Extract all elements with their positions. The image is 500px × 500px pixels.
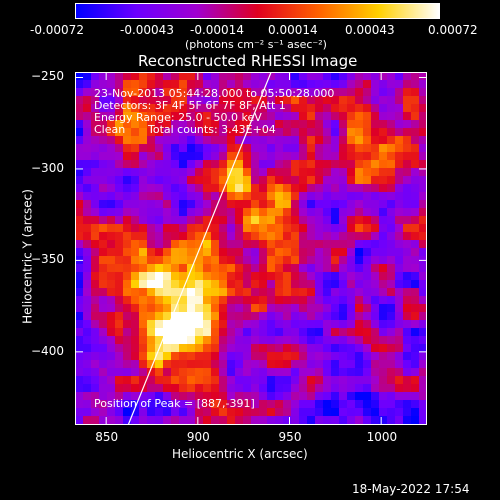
total-counts-text: Total counts: 3.43E+04 xyxy=(148,123,276,136)
colorbar-tick: -0.00043 xyxy=(120,23,174,37)
colorbar-tick: -0.00014 xyxy=(190,23,244,37)
colorbar xyxy=(75,3,440,19)
energy-range-text: Energy Range: 25.0 - 50.0 keV xyxy=(94,111,262,124)
clean-text: Clean xyxy=(94,123,126,136)
x-tick-label: 850 xyxy=(95,430,119,444)
y-axis-ticks xyxy=(75,76,427,353)
peak-position-text: Position of Peak = [887,-391] xyxy=(94,397,255,410)
rhessi-image-plot: 23-Nov-2013 05:44:28.000 to 05:50:28.000… xyxy=(75,71,428,426)
plot-title: Reconstructed RHESSI Image xyxy=(138,52,358,70)
x-axis-label: Heliocentric X (arcsec) xyxy=(172,447,308,461)
y-tick-label: −300 xyxy=(31,160,64,175)
plot-frame xyxy=(75,72,427,425)
solar-limb-line xyxy=(127,71,272,426)
x-tick-label: 900 xyxy=(186,430,210,444)
y-tick-label: −250 xyxy=(31,69,64,84)
detectors-text: Detectors: 3F 4F 5F 6F 7F 8F, Att 1 xyxy=(94,99,286,112)
y-axis-label: Heliocentric Y (arcsec) xyxy=(20,189,35,324)
colorbar-tick: -0.00072 xyxy=(30,23,84,37)
x-tick-label: 1000 xyxy=(366,430,398,444)
colorbar-unit-label: (photons cm⁻² s⁻¹ asec⁻²) xyxy=(185,38,327,51)
time-range-text: 23-Nov-2013 05:44:28.000 to 05:50:28.000 xyxy=(94,87,335,100)
y-tick-label: −350 xyxy=(31,252,64,267)
x-tick-label: 950 xyxy=(278,430,302,444)
rhessi-image-svg xyxy=(75,71,428,426)
x-axis-ticks xyxy=(105,72,382,425)
colorbar-tick: 0.00072 xyxy=(428,23,478,37)
timestamp: 18-May-2022 17:54 xyxy=(352,482,470,496)
colorbar-tick: 0.00014 xyxy=(268,23,318,37)
image-pixels xyxy=(75,72,428,425)
y-tick-label: −400 xyxy=(31,343,64,358)
colorbar-tick: 0.00043 xyxy=(345,23,395,37)
